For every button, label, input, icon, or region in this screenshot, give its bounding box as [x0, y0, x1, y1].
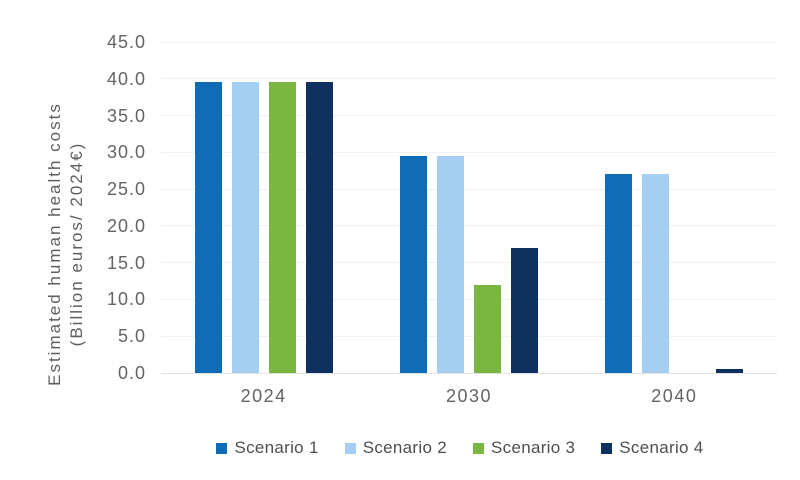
- gridline-20: [161, 225, 777, 227]
- gridline-10: [161, 298, 777, 300]
- gridline-30: [161, 151, 777, 153]
- legend-marker-icon-scenario-1: [216, 442, 228, 454]
- y-tick-0: 0.0: [117, 363, 146, 383]
- legend-item-scenario-1: Scenario 1: [216, 438, 318, 458]
- bar-2030-scenario-1: [400, 156, 427, 373]
- bar-2024-scenario-1: [194, 82, 222, 373]
- gridline-0: [161, 372, 777, 374]
- y-tick-40: 40.0: [106, 68, 146, 89]
- bar-2030-scenario-2: [437, 156, 464, 373]
- legend: Scenario 1 Scenario 2 Scenario 3 Scenario 4: [160, 436, 760, 460]
- y-tick-35: 35.0: [106, 105, 146, 126]
- gridline-40: [161, 78, 777, 80]
- legend-item-scenario-4: Scenario 4: [601, 438, 703, 458]
- legend-label-scenario-1: Scenario 1: [234, 438, 319, 457]
- gridline-45: [161, 41, 777, 43]
- x-tick-2040: 2040: [651, 386, 698, 406]
- plot-area: [161, 41, 777, 374]
- y-axis-tick-labels: 0.0 5.0 10.0 15.0 20.0 25.0 30.0 35.0 40.0 45.0: [0, 0, 146, 480]
- gridline-15: [161, 262, 777, 264]
- y-tick-15: 15.0: [106, 252, 146, 273]
- legend-marker-icon-scenario-4: [601, 442, 613, 454]
- y-tick-45: 45.0: [106, 32, 146, 52]
- x-tick-2024: 2024: [240, 386, 287, 406]
- legend-label-scenario-4: Scenario 4: [619, 438, 704, 457]
- bar-2030-scenario-4: [511, 247, 538, 373]
- x-axis-category-labels: 2024 2030 2040: [161, 386, 777, 412]
- legend-item-scenario-2: Scenario 2: [344, 438, 447, 458]
- bar-2040-scenario-4: [716, 369, 744, 373]
- gridline-35: [161, 115, 777, 117]
- x-tick-2030: 2030: [445, 386, 493, 406]
- y-tick-30: 30.0: [106, 142, 146, 163]
- bar-2030-scenario-3: [474, 284, 501, 373]
- legend-item-scenario-3: Scenario 3: [473, 438, 575, 458]
- bar-2040-scenario-1: [605, 174, 633, 373]
- y-tick-20: 20.0: [106, 215, 146, 236]
- bar-2024-scenario-2: [231, 82, 259, 373]
- y-tick-10: 10.0: [106, 289, 146, 310]
- gridline-5: [161, 335, 777, 337]
- bar-2024-scenario-3: [268, 82, 296, 373]
- y-tick-25: 25.0: [106, 179, 146, 200]
- legend-label-scenario-3: Scenario 3: [491, 438, 576, 457]
- y-tick-5: 5.0: [117, 326, 146, 347]
- bar-2040-scenario-2: [642, 174, 670, 373]
- bar-2024-scenario-4: [305, 82, 333, 373]
- legend-marker-icon-scenario-3: [473, 442, 484, 454]
- legend-marker-icon-scenario-2: [344, 442, 356, 454]
- gridline-25: [161, 188, 777, 190]
- legend-label-scenario-2: Scenario 2: [362, 438, 447, 457]
